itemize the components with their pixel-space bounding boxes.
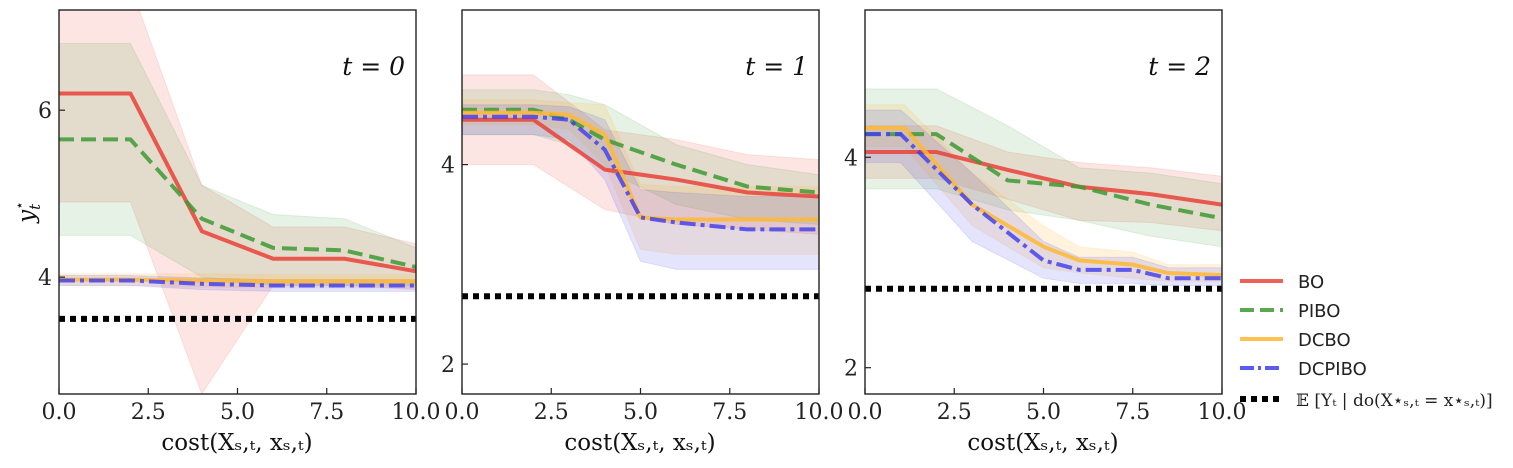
panel-t2-lines <box>865 125 1222 281</box>
panel-t0-xtick-label-3: 7.5 <box>309 400 344 425</box>
legend-entry-dcbo: DCBO <box>1240 330 1351 351</box>
panel-t2-title: t = 2 <box>1148 52 1211 81</box>
panel-t0: 0.0 2.5 5.0 7.5 10.0 4 6 t = 0 cost(Xₛ,ₜ, xₛ,ₜ… <box>38 9 440 456</box>
y-axis-label: yt⋆ <box>12 201 44 224</box>
legend-entry-dcpibo: DCPIBO <box>1240 359 1367 380</box>
panel-t2-frame <box>864 9 1223 395</box>
legend-label-target: 𝔼 [Yₜ | do(X⋆ₛ,ₜ = x⋆ₛ,ₜ)] <box>1296 391 1493 411</box>
panel-t1-title: t = 1 <box>745 52 808 81</box>
legend-entry-bo: BO <box>1240 272 1324 293</box>
panel-t0-xlabel: cost(Xₛ,ₜ, xₛ,ₜ) <box>161 430 312 456</box>
panel-t1: 0.0 2.5 5.0 7.5 10.0 2 4 t = 1 cost(Xₛ,ₜ, xₛ,ₜ… <box>441 9 843 456</box>
panel-t2-xtick-label-3: 7.5 <box>1115 400 1150 425</box>
legend-label-bo: BO <box>1298 272 1324 293</box>
panel-t0-ticks: 0.0 2.5 5.0 7.5 10.0 4 6 <box>38 99 440 425</box>
panel-t0-line-bo <box>59 91 416 274</box>
panel-t2-xtick-label-0: 0.0 <box>848 400 883 425</box>
panel-t1-bands <box>462 74 819 270</box>
panel-t0-ytick-label-0: 4 <box>38 266 52 291</box>
legend-entry-pibo: PIBO <box>1240 301 1340 322</box>
panel-t0-frame <box>58 9 417 395</box>
legend-label-pibo: PIBO <box>1298 301 1340 322</box>
panel-t0-band-bo <box>59 10 416 394</box>
panel-t2-bands <box>865 88 1222 287</box>
panel-t1-xlabel: cost(Xₛ,ₜ, xₛ,ₜ) <box>564 430 715 456</box>
panel-t2-line-dcpibo <box>865 132 1222 281</box>
panel-t1-xtick-label-4: 10.0 <box>795 400 844 425</box>
panel-t1-lines <box>462 107 819 232</box>
panel-t1-ticks: 0.0 2.5 5.0 7.5 10.0 2 4 <box>441 154 843 425</box>
panel-t1-line-bo <box>462 117 819 199</box>
panel-t2-line-pibo <box>865 132 1222 221</box>
legend: BO PIBO DCBO DCPIBO 𝔼 [Yₜ | do(X⋆ₛ,ₜ = x… <box>1240 272 1493 411</box>
panel-t0-xtick-label-0: 0.0 <box>42 400 77 425</box>
panel-t2: 0.0 2.5 5.0 7.5 10.0 2 4 t = 2 cost(Xₛ,ₜ, xₛ,ₜ… <box>844 9 1246 456</box>
legend-label-dcbo: DCBO <box>1298 330 1351 351</box>
panel-t2-xtick-label-1: 2.5 <box>937 400 972 425</box>
panel-t1-ytick-label-1: 4 <box>441 154 455 179</box>
panel-t1-line-pibo <box>462 107 819 195</box>
panel-t2-xtick-label-2: 5.0 <box>1026 400 1061 425</box>
panel-t1-xtick-label-2: 5.0 <box>623 400 658 425</box>
panel-t1-ytick-label-0: 2 <box>441 353 455 378</box>
panel-t2-line-dcbo <box>865 125 1222 278</box>
legend-entry-target: 𝔼 [Yₜ | do(X⋆ₛ,ₜ = x⋆ₛ,ₜ)] <box>1240 391 1493 411</box>
panel-t2-ytick-label-1: 4 <box>844 146 858 171</box>
panel-t1-line-dcbo <box>462 110 819 222</box>
panel-t1-line-dcpibo <box>462 114 819 232</box>
panel-t1-xtick-label-3: 7.5 <box>712 400 747 425</box>
panel-t1-xtick-label-1: 2.5 <box>534 400 569 425</box>
panel-t0-xtick-label-4: 10.0 <box>392 400 441 425</box>
panel-t2-ticks: 0.0 2.5 5.0 7.5 10.0 2 4 <box>844 146 1246 425</box>
legend-label-dcpibo: DCPIBO <box>1298 359 1367 380</box>
panel-t0-title: t = 0 <box>342 52 405 81</box>
panel-t0-line-dcbo <box>59 277 416 284</box>
panel-t1-frame <box>461 9 820 395</box>
panel-t1-xtick-label-0: 0.0 <box>445 400 480 425</box>
panel-t2-band-pibo <box>865 88 1222 248</box>
panel-t2-xtick-label-4: 10.0 <box>1198 400 1247 425</box>
panel-t0-xtick-label-2: 5.0 <box>220 400 255 425</box>
panel-t0-band-pibo <box>59 42 416 286</box>
panel-t0-line-pibo <box>59 137 416 270</box>
panel-t2-xlabel: cost(Xₛ,ₜ, xₛ,ₜ) <box>967 430 1118 456</box>
panel-t0-lines <box>59 91 416 288</box>
panel-t1-band-dcbo <box>462 99 819 255</box>
panel-t2-ytick-label-0: 2 <box>844 357 858 382</box>
panel-t0-xtick-label-1: 2.5 <box>131 400 166 425</box>
panel-t0-ytick-label-1: 6 <box>38 99 52 124</box>
